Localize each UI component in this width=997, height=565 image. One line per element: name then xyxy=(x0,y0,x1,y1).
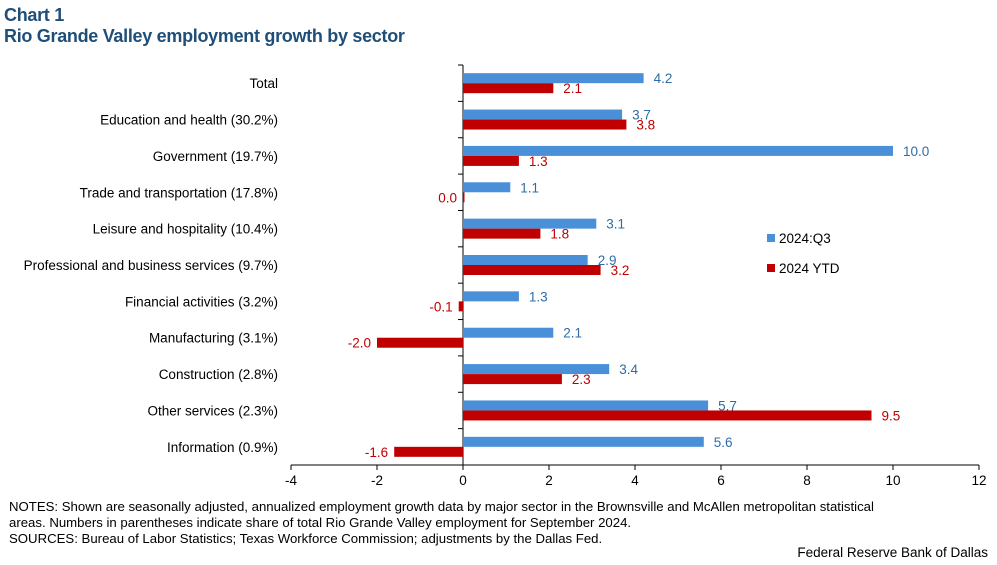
category-label: Manufacturing (3.1%) xyxy=(149,331,278,346)
x-tick-label: 0 xyxy=(459,473,467,488)
bar-2024-q3 xyxy=(463,400,709,411)
value-label-2024-q3: 1.3 xyxy=(529,289,548,304)
value-label-2024-ytd: -2.0 xyxy=(348,336,371,351)
legend-2024-q3-label: 2024:Q3 xyxy=(779,231,831,246)
value-label-2024-q3: 5.7 xyxy=(718,398,737,413)
bar-2024-ytd xyxy=(463,228,541,239)
bar-2024-ytd xyxy=(463,155,519,166)
x-tick-label: 2 xyxy=(545,473,553,488)
value-label-2024-ytd: 2.3 xyxy=(572,372,591,387)
bar-2024-q3 xyxy=(463,291,519,302)
bar-2024-q3 xyxy=(463,255,588,265)
value-label-2024-q3: 3.1 xyxy=(606,217,625,232)
value-label-2024-q3: 4.2 xyxy=(654,71,673,86)
value-label-2024-ytd: -0.1 xyxy=(429,299,452,314)
x-tick-label: -4 xyxy=(285,473,297,488)
bar-2024-q3 xyxy=(463,327,554,338)
bar-2024-ytd xyxy=(394,446,463,457)
value-label-2024-ytd: 9.5 xyxy=(882,408,901,423)
bar-2024-q3 xyxy=(463,218,597,229)
category-label: Other services (2.3%) xyxy=(147,403,278,418)
value-label-2024-ytd: 2.1 xyxy=(563,81,582,96)
bar-2024-ytd xyxy=(463,119,627,130)
value-label-2024-ytd: -1.6 xyxy=(365,445,388,460)
category-label: Construction (2.8%) xyxy=(159,367,278,382)
bar-2024-ytd xyxy=(458,301,463,312)
x-tick-label: 10 xyxy=(885,473,900,488)
chart-notes: NOTES: Shown are seasonally adjusted, an… xyxy=(9,499,989,547)
bar-2024-ytd xyxy=(377,337,463,348)
category-label: Government (19.7%) xyxy=(153,149,278,164)
value-label-2024-ytd: 3.2 xyxy=(611,263,630,278)
value-label-2024-q3: 5.6 xyxy=(714,435,733,450)
bar-2024-ytd xyxy=(463,83,554,94)
category-label: Financial activities (3.2%) xyxy=(125,294,278,309)
title-block: Chart 1 Rio Grande Valley employment gro… xyxy=(4,5,405,47)
category-label: Information (0.9%) xyxy=(167,440,278,455)
bar-2024-ytd xyxy=(463,410,872,421)
category-label: Trade and transportation (17.8%) xyxy=(80,185,278,200)
value-label-2024-ytd: 1.8 xyxy=(550,227,569,242)
legend-2024-ytd-swatch xyxy=(767,264,775,272)
value-label-2024-ytd: 0.0 xyxy=(438,190,457,205)
category-label: Total xyxy=(249,76,278,91)
notes-line-2: areas. Numbers in parentheses indicate s… xyxy=(9,515,632,530)
bar-2024-q3 xyxy=(463,73,644,84)
bar-2024-ytd xyxy=(463,374,562,385)
category-label: Education and health (30.2%) xyxy=(100,113,278,128)
bar-chart: -4 -2 0 2 4 6 8 10 12 Total 4.2 2.1 Education and he… xyxy=(24,64,987,488)
category-label: Professional and business services (9.7%… xyxy=(24,258,278,273)
legend-2024-ytd-label: 2024 YTD xyxy=(779,261,840,276)
credit-line: Federal Reserve Bank of Dallas xyxy=(797,545,988,560)
bar-2024-q3 xyxy=(463,109,623,120)
bar-2024-q3 xyxy=(463,436,704,447)
x-tick-label: 4 xyxy=(631,473,639,488)
x-tick-label: 6 xyxy=(717,473,725,488)
x-tick-label: 12 xyxy=(971,473,986,488)
sources-line: SOURCES: Bureau of Labor Statistics; Tex… xyxy=(9,531,603,546)
value-label-2024-q3: 10.0 xyxy=(903,144,929,159)
chart-number: Chart 1 xyxy=(4,5,64,25)
chart-title: Rio Grande Valley employment growth by s… xyxy=(4,26,405,46)
category-label: Leisure and hospitality (10.4%) xyxy=(93,222,278,237)
bar-2024-q3 xyxy=(463,182,511,193)
bar-2024-ytd xyxy=(463,192,465,203)
x-tick-label: 8 xyxy=(803,473,811,488)
value-label-2024-q3: 3.4 xyxy=(619,362,638,377)
bar-2024-ytd xyxy=(463,265,601,275)
value-label-2024-q3: 2.1 xyxy=(563,326,582,341)
value-label-2024-ytd: 3.8 xyxy=(636,118,655,133)
notes-line-1: NOTES: Shown are seasonally adjusted, an… xyxy=(9,499,874,514)
bar-2024-q3 xyxy=(463,364,610,375)
x-tick-label: -2 xyxy=(371,473,383,488)
legend-2024-q3-swatch xyxy=(767,234,775,242)
value-label-2024-q3: 2.9 xyxy=(598,253,617,268)
bar-2024-q3 xyxy=(463,145,893,156)
value-label-2024-ytd: 1.3 xyxy=(529,154,548,169)
value-label-2024-q3: 1.1 xyxy=(520,180,539,195)
value-label-2024-q3: 3.7 xyxy=(632,108,651,123)
